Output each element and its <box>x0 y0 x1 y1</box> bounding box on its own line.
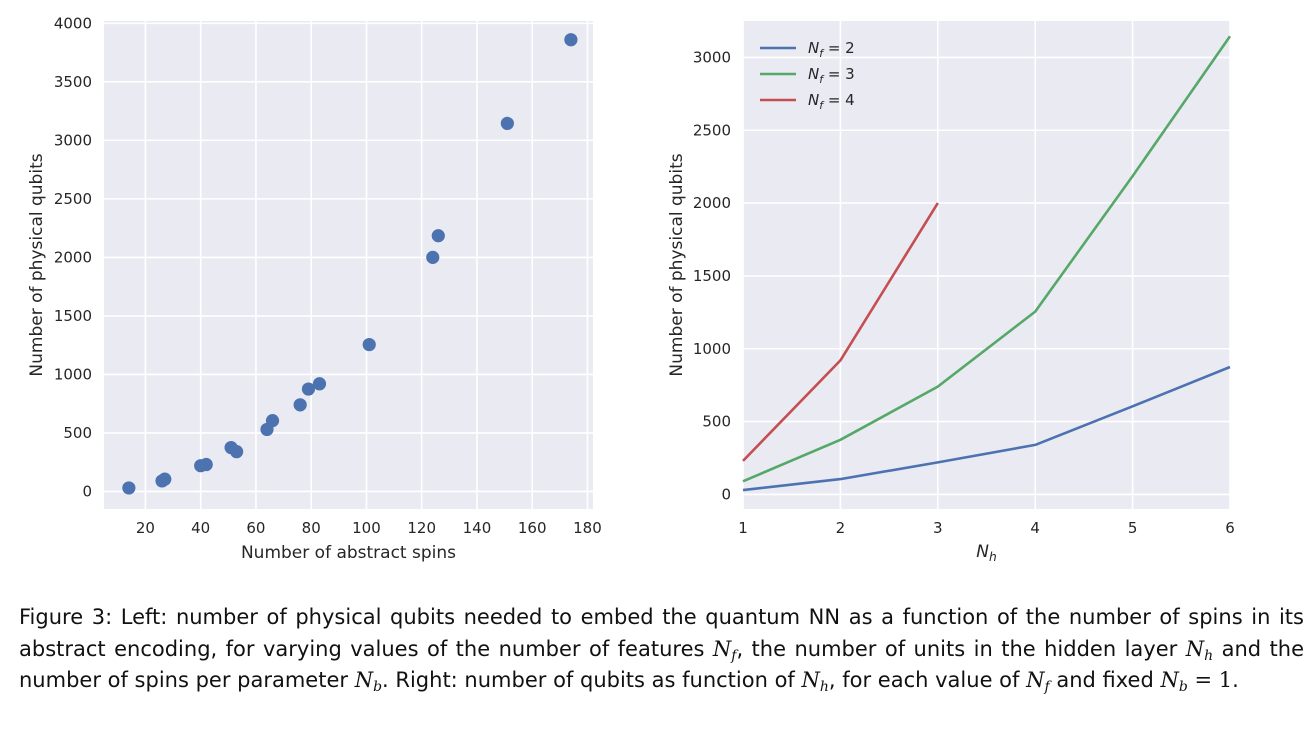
x-tick-label: 180 <box>573 519 602 537</box>
legend-label-2: Nf = 3 <box>808 65 855 86</box>
x-tick-label: 40 <box>191 519 210 537</box>
x-axis-label: Number of abstract spins <box>241 543 456 563</box>
series-line-2 <box>742 35 1232 483</box>
x-tick-label: 1 <box>738 519 748 537</box>
scatter-point <box>199 457 213 472</box>
x-tick-label: 140 <box>463 519 492 537</box>
legend-label-1: Nf = 2 <box>808 39 855 60</box>
caption-text-2: , the number of units in the hidden laye… <box>736 636 1186 661</box>
scatter-point <box>564 33 578 47</box>
x-tick-label: 120 <box>407 519 436 537</box>
caption-text-3: and the number of spins per parameter <box>19 636 1305 693</box>
y-tick-label: 2500 <box>54 190 92 208</box>
y-tick-label: 3500 <box>54 73 92 91</box>
scatter-point <box>122 481 136 495</box>
y-tick-label: 1000 <box>54 365 92 383</box>
y-tick-label: 1500 <box>693 267 731 285</box>
x-tick-label: 100 <box>352 519 381 537</box>
scatter-point <box>158 472 172 486</box>
x-axis-label: Nh <box>976 542 996 564</box>
y-tick-label: 3000 <box>693 48 731 66</box>
y-tick-label: 500 <box>63 424 92 442</box>
math-nh: Nh <box>1185 636 1214 664</box>
y-tick-label: 1000 <box>693 340 731 358</box>
y-tick-label: 2500 <box>693 121 731 139</box>
x-tick-label: 4 <box>1030 519 1040 537</box>
x-tick-label: 5 <box>1128 519 1138 537</box>
y-tick-label: 2000 <box>693 194 731 212</box>
y-tick-label: 4000 <box>54 14 92 32</box>
scatter-point <box>312 377 327 391</box>
scatter-point <box>301 382 316 396</box>
y-tick-label: 500 <box>702 413 731 431</box>
x-tick-label: 20 <box>136 519 155 537</box>
left-scatter-plot: 20 40 60 80 100 120 140 160 180 0 500 1000 1500 2000 2… <box>27 14 602 563</box>
scatter-point <box>265 414 280 428</box>
caption-text-4: . Right: number of qubits as function of <box>382 668 802 692</box>
scatter-point <box>362 337 376 352</box>
series-line-1 <box>742 365 1231 492</box>
legend-label-3: Nf = 4 <box>808 91 855 112</box>
caption-text-7: . <box>1232 668 1239 692</box>
y-tick-label: 0 <box>721 485 731 503</box>
x-tick-label: 2 <box>836 519 846 537</box>
right-line-plot: 1 2 3 4 5 6 0 500 1000 1500 2000 2500 3000 Nf = 2 Nf =… <box>667 21 1235 564</box>
scatter-point <box>426 250 440 264</box>
x-tick-label: 3 <box>933 519 943 537</box>
y-tick-label: 0 <box>82 482 92 500</box>
caption-text-1: Left: number of physical qubits needed t… <box>19 605 1304 661</box>
plot-area <box>104 21 593 509</box>
scatter-point <box>500 116 514 130</box>
math-nf-2: Nf <box>1026 668 1050 695</box>
series-line-3 <box>742 202 939 462</box>
y-axis-label: Number of physical qubits <box>667 153 687 376</box>
x-tick-label: 160 <box>518 519 547 537</box>
math-nb: Nb <box>354 668 383 695</box>
y-tick-label: 1500 <box>54 307 92 325</box>
x-tick-label: 6 <box>1225 519 1235 537</box>
math-nf: Nf <box>712 636 737 664</box>
caption-text-5: , for each value of <box>828 668 1027 692</box>
y-tick-label: 2000 <box>54 248 92 266</box>
x-tick-label: 60 <box>246 519 265 537</box>
scatter-point <box>431 229 445 243</box>
scatter-point <box>230 445 244 459</box>
y-tick-label: 3000 <box>54 131 92 149</box>
y-axis-label: Number of physical qubits <box>27 153 47 376</box>
scatter-point <box>293 398 307 412</box>
figure-3: 20 40 60 80 100 120 140 160 18005001000150020002… <box>27 14 1235 564</box>
math-nb-eq: Nb = 1 <box>1160 668 1233 695</box>
caption-text-6: and fixed <box>1049 668 1161 692</box>
plot-area <box>743 21 1230 509</box>
caption-label: Figure 3: <box>19 605 113 629</box>
figure-caption: Figure 3: Left: number of physical qubit… <box>19 602 1304 697</box>
math-nh-2: Nh <box>801 668 829 695</box>
x-tick-label: 80 <box>302 519 321 537</box>
